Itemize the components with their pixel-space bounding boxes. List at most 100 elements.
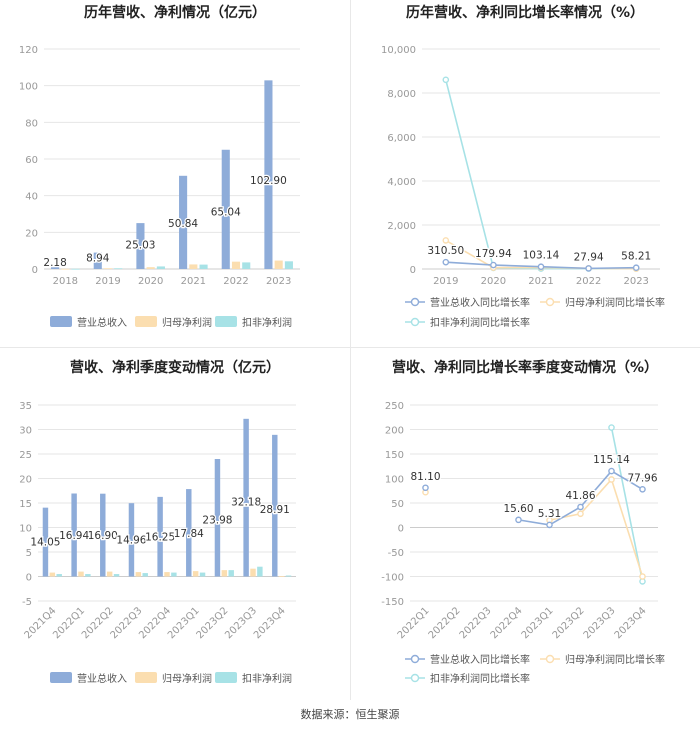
quarterly_growth-line-2: [549, 477, 644, 577]
annual-legend-label: 扣非净利润: [242, 316, 292, 329]
quarterly-bar-2: [135, 572, 142, 577]
quarterly_growth-xtick-label: 2022Q1: [396, 605, 432, 641]
quarterly_growth-point-3: [608, 424, 615, 431]
annual-legend-label: 归母净利润: [162, 316, 212, 329]
annual_growth-point-1: [537, 263, 545, 271]
quarterly-bar-1: [243, 418, 249, 577]
annual_growth-legend-label: 营业总收入同比增长率: [430, 296, 530, 309]
annual_growth-title: 历年营收、净利同比增长率情况（%）: [406, 4, 644, 21]
quarterly_growth-ytick-label: 50: [391, 499, 404, 510]
annual_growth-xtick-label: 2021: [528, 276, 553, 287]
annual-bar-1: [51, 265, 60, 269]
annual-title: 历年营收、净利情况（亿元）: [84, 4, 266, 21]
annual_growth-ytick-label: 2,000: [387, 221, 416, 232]
quarterly-bar-2: [164, 572, 170, 577]
quarterly-bar-3: [199, 572, 206, 577]
annual-bar-1: [264, 80, 273, 269]
quarterly-bar-1: [186, 489, 192, 577]
quarterly_growth-legend-label: 营业总收入同比增长率: [430, 653, 530, 666]
quarterly_growth-legend-label: 归母净利润同比增长率: [565, 653, 665, 666]
annual_growth-line-3: [445, 79, 637, 270]
quarterly-bar-2: [278, 576, 285, 577]
quarterly-legend-label: 营业总收入: [77, 672, 127, 685]
quarterly_growth-ytick-label: 100: [385, 475, 404, 486]
quarterly_growth-data-label: 81.10: [410, 471, 440, 483]
annual-ytick-label: 0: [32, 265, 38, 276]
quarterly_growth-xtick-label: 2023Q4: [613, 605, 649, 641]
quarterly-bar-1: [100, 493, 106, 577]
quarterly_growth-legend-marker: [410, 654, 420, 664]
quarterly_growth-xtick-label: 2022Q2: [427, 605, 463, 641]
quarterly-legend-label: 扣非净利润: [242, 672, 292, 685]
quarterly-ytick-label: 25: [19, 450, 32, 461]
annual_growth-point-3: [442, 76, 450, 84]
quarterly-bar-3: [285, 575, 292, 577]
quarterly-bar-2: [221, 570, 228, 577]
annual-bar-2: [61, 268, 70, 270]
annual_growth-legend-marker: [410, 317, 420, 327]
annual-bar-3: [156, 266, 165, 269]
quarterly-bar-2: [192, 571, 199, 577]
quarterly_growth-ytick-label: 150: [385, 450, 404, 461]
quarterly_growth-data-label: 41.86: [565, 490, 595, 502]
annual_growth-legend-marker: [545, 297, 555, 307]
source-note: 数据来源：恒生聚源: [300, 708, 400, 721]
annual-data-label: 8.94: [86, 253, 110, 265]
annual_growth-xtick-label: 2019: [433, 276, 458, 287]
annual-bar-2: [274, 260, 283, 269]
quarterly_growth-data-label: 77.96: [627, 472, 657, 484]
quarterly-ytick-label: 35: [19, 401, 32, 412]
annual_growth-data-label: 103.14: [523, 250, 560, 262]
quarterly_growth-point-1: [608, 467, 615, 475]
annual-bar-2: [103, 268, 113, 270]
quarterly-data-label: 14.96: [116, 535, 146, 547]
quarterly_growth-point-1: [515, 516, 522, 524]
quarterly-legend-swatch: [135, 672, 157, 683]
quarterly-bar-3: [113, 574, 120, 577]
annual-ytick-label: 60: [25, 155, 38, 166]
annual-xtick-label: 2020: [138, 276, 163, 287]
annual-bar-2: [146, 267, 155, 269]
quarterly-bar-3: [257, 566, 263, 577]
quarterly_growth-title: 营收、净利同比增长率季度变动情况（%）: [392, 359, 658, 376]
quarterly_growth-xtick-label: 2022Q3: [458, 605, 494, 641]
annual_growth-ytick-label: 4,000: [387, 177, 416, 188]
quarterly_growth-ytick-label: -50: [388, 548, 404, 559]
quarterly-bar-1: [157, 496, 163, 577]
quarterly-data-label: 16.25: [145, 532, 175, 544]
quarterly_growth-xtick-label: 2022Q4: [489, 605, 525, 641]
quarterly-bar-2: [106, 571, 113, 577]
horizontal-divider: [0, 347, 700, 348]
annual-bar-3: [284, 261, 293, 269]
quarterly_growth-ytick-label: 0: [398, 524, 404, 535]
annual-data-label: 65.04: [211, 206, 241, 218]
quarterly-data-label: 16.90: [88, 530, 118, 542]
quarterly-bar-3: [142, 573, 148, 577]
quarterly_growth-point-1: [639, 485, 646, 493]
annual-ytick-label: 40: [25, 192, 38, 203]
annual_growth-xtick-label: 2023: [623, 276, 648, 287]
quarterly-ytick-label: -5: [22, 597, 32, 608]
annual_growth-legend-label: 扣非净利润同比增长率: [430, 316, 530, 329]
quarterly_growth-xtick-label: 2023Q2: [551, 605, 587, 641]
quarterly-xtick-label: 2023Q4: [252, 605, 288, 641]
quarterly_growth-xtick-label: 2023Q1: [520, 605, 556, 641]
annual-bar-3: [199, 264, 208, 269]
annual_growth-point-2: [442, 237, 450, 244]
annual-xtick-label: 2019: [95, 276, 120, 287]
annual-bar-1: [221, 149, 230, 269]
annual-bar-2: [231, 261, 241, 269]
quarterly-bar-2: [49, 572, 56, 577]
vertical-divider: [350, 0, 351, 700]
annual-ytick-label: 120: [19, 45, 38, 56]
quarterly-data-label: 28.91: [260, 504, 290, 516]
annual_growth-data-label: 310.50: [427, 245, 464, 257]
annual-bar-2: [189, 264, 198, 269]
quarterly-ytick-label: 10: [19, 524, 32, 535]
annual_growth-ytick-label: 8,000: [387, 89, 416, 100]
annual-bar-3: [71, 268, 80, 270]
annual-data-label: 50.84: [168, 218, 198, 230]
quarterly-bar-1: [42, 507, 49, 577]
quarterly_growth-ytick-label: -100: [381, 573, 404, 584]
